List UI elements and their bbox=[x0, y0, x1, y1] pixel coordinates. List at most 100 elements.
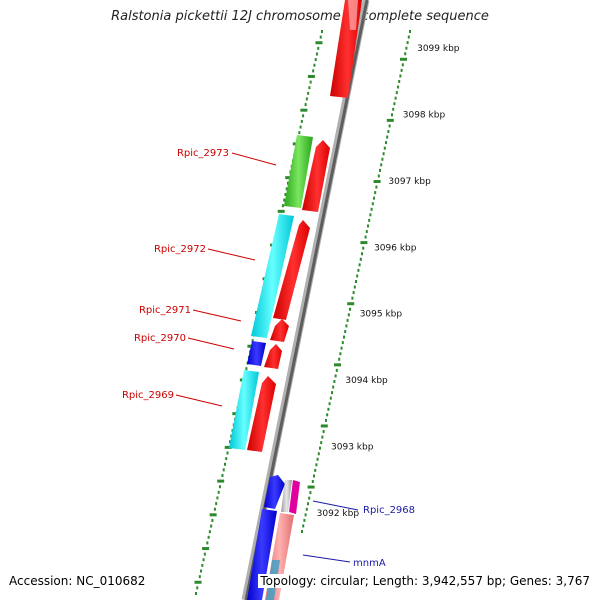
scale-tick bbox=[367, 224, 369, 228]
gc-skew-tick bbox=[207, 535, 210, 539]
gc-skew-tick bbox=[194, 580, 202, 584]
scale-tick bbox=[395, 91, 398, 95]
scale-tick bbox=[307, 485, 315, 489]
gene-rpic-2969[interactable] bbox=[229, 370, 259, 450]
gene-rpic-2968-mark[interactable] bbox=[289, 480, 300, 514]
scale-tick bbox=[404, 52, 407, 56]
gc-skew-tick bbox=[217, 490, 220, 494]
scale-tick bbox=[333, 380, 336, 383]
scale-tick bbox=[407, 35, 410, 39]
summary-text: Topology: circular; Length: 3,942,557 bp… bbox=[258, 574, 590, 588]
scale-tick bbox=[308, 496, 311, 500]
gc-skew-tick bbox=[209, 513, 217, 517]
scale-tick bbox=[346, 318, 349, 322]
scale-ticks bbox=[301, 30, 411, 533]
scale-tick bbox=[344, 330, 347, 333]
gene-label-mnma[interactable]: mnmA bbox=[353, 558, 386, 569]
gene-rpic-2973[interactable] bbox=[284, 135, 313, 208]
gc-skew-tick bbox=[200, 569, 203, 573]
scale-tick bbox=[399, 74, 402, 78]
gc-skew-tick bbox=[285, 187, 288, 191]
gc-skew-tick bbox=[215, 502, 218, 506]
scale-tick bbox=[373, 180, 381, 183]
scale-tick bbox=[360, 241, 368, 245]
scale-tick bbox=[405, 46, 408, 50]
scale-tick bbox=[322, 430, 325, 433]
scale-tick bbox=[319, 446, 321, 450]
scale-tick bbox=[381, 157, 384, 161]
scale-tick bbox=[351, 296, 354, 300]
scale-tick-label: 3092 kbp bbox=[317, 509, 360, 519]
scale-tick bbox=[393, 102, 396, 106]
scale-tick bbox=[302, 524, 305, 528]
cds-arrow-2969[interactable] bbox=[247, 376, 276, 452]
cds-arrow-2972[interactable] bbox=[273, 220, 310, 320]
gc-skew-tick bbox=[283, 198, 286, 202]
gc-skew-tick bbox=[202, 558, 205, 562]
gene-label-rpic-2972[interactable]: Rpic_2972 bbox=[154, 244, 206, 255]
gc-skew-tick bbox=[300, 108, 308, 112]
cds-arrow-2970[interactable] bbox=[264, 344, 282, 369]
scale-tick bbox=[327, 407, 330, 411]
scale-tick bbox=[316, 457, 319, 461]
scale-tick bbox=[369, 213, 372, 217]
scale-tick bbox=[379, 168, 381, 172]
scale-tick bbox=[313, 474, 315, 478]
scale-tick bbox=[329, 396, 332, 400]
gc-skew-tick bbox=[251, 339, 254, 343]
scale-tick bbox=[397, 85, 399, 89]
scale-tick bbox=[364, 235, 367, 239]
gene-rpic-2968-alt[interactable] bbox=[281, 480, 292, 512]
scale-tick bbox=[371, 202, 374, 206]
cds-arrow-2973[interactable] bbox=[302, 140, 330, 212]
scale-tick bbox=[331, 391, 333, 395]
scale-labels: 3099 kbp 3098 kbp 3097 kbp 3096 kbp 3095 kbp… bbox=[317, 44, 460, 519]
gc-skew-tick bbox=[201, 563, 204, 567]
scale-tick bbox=[338, 357, 341, 361]
scale-tick bbox=[385, 141, 387, 145]
gene-rpic-2972[interactable] bbox=[251, 214, 294, 338]
gene-label-rpic-2973[interactable]: Rpic_2973 bbox=[177, 148, 229, 159]
scale-tick bbox=[352, 291, 355, 295]
scale-tick bbox=[358, 263, 361, 267]
scale-tick bbox=[361, 252, 363, 256]
gene-mnma[interactable] bbox=[247, 509, 277, 600]
gc-skew-tick bbox=[213, 507, 216, 511]
gc-skew-tick bbox=[309, 80, 312, 84]
gc-skew-tick bbox=[203, 552, 206, 556]
gene-highlight bbox=[348, 0, 358, 30]
scale-tick bbox=[343, 335, 345, 339]
scale-tick bbox=[320, 424, 328, 428]
gc-skew-tick bbox=[245, 367, 248, 371]
gc-skew-tick bbox=[315, 52, 318, 56]
gene-label-rpic-2971[interactable]: Rpic_2971 bbox=[139, 305, 191, 316]
scale-tick-label: 3098 kbp bbox=[403, 110, 446, 120]
gene-label-rpic-2968[interactable]: Rpic_2968 bbox=[363, 505, 415, 516]
scale-tick bbox=[341, 341, 344, 345]
scale-tick bbox=[309, 491, 312, 495]
gene-block-top[interactable] bbox=[330, 0, 362, 98]
scale-tick bbox=[335, 368, 338, 372]
scale-tick bbox=[386, 118, 394, 122]
gc-skew-tick bbox=[308, 86, 311, 90]
gene-rpic-2968[interactable] bbox=[264, 475, 285, 509]
gc-skew-tick bbox=[210, 524, 213, 528]
gc-skew-tick bbox=[217, 479, 225, 483]
gc-skew-tick bbox=[277, 209, 285, 213]
scale-tick bbox=[325, 418, 327, 422]
cds-arrow-2971[interactable] bbox=[270, 319, 289, 342]
scale-tick bbox=[368, 218, 371, 222]
scale-tick bbox=[339, 352, 342, 356]
gc-skew-tick bbox=[284, 192, 287, 196]
gc-skew-tick bbox=[221, 473, 224, 477]
scale-tick bbox=[377, 174, 380, 178]
scale-tick bbox=[340, 346, 343, 350]
gc-skew-tick bbox=[224, 445, 232, 449]
scale-tick bbox=[320, 441, 323, 445]
gene-label-rpic-2970[interactable]: Rpic_2970 bbox=[134, 333, 186, 344]
gc-skew-tick bbox=[312, 69, 315, 73]
gene-rpic-2970[interactable] bbox=[247, 341, 266, 366]
scale-tick bbox=[386, 135, 389, 139]
gene-label-rpic-2969[interactable]: Rpic_2969 bbox=[122, 390, 174, 401]
scale-tick bbox=[375, 185, 378, 189]
